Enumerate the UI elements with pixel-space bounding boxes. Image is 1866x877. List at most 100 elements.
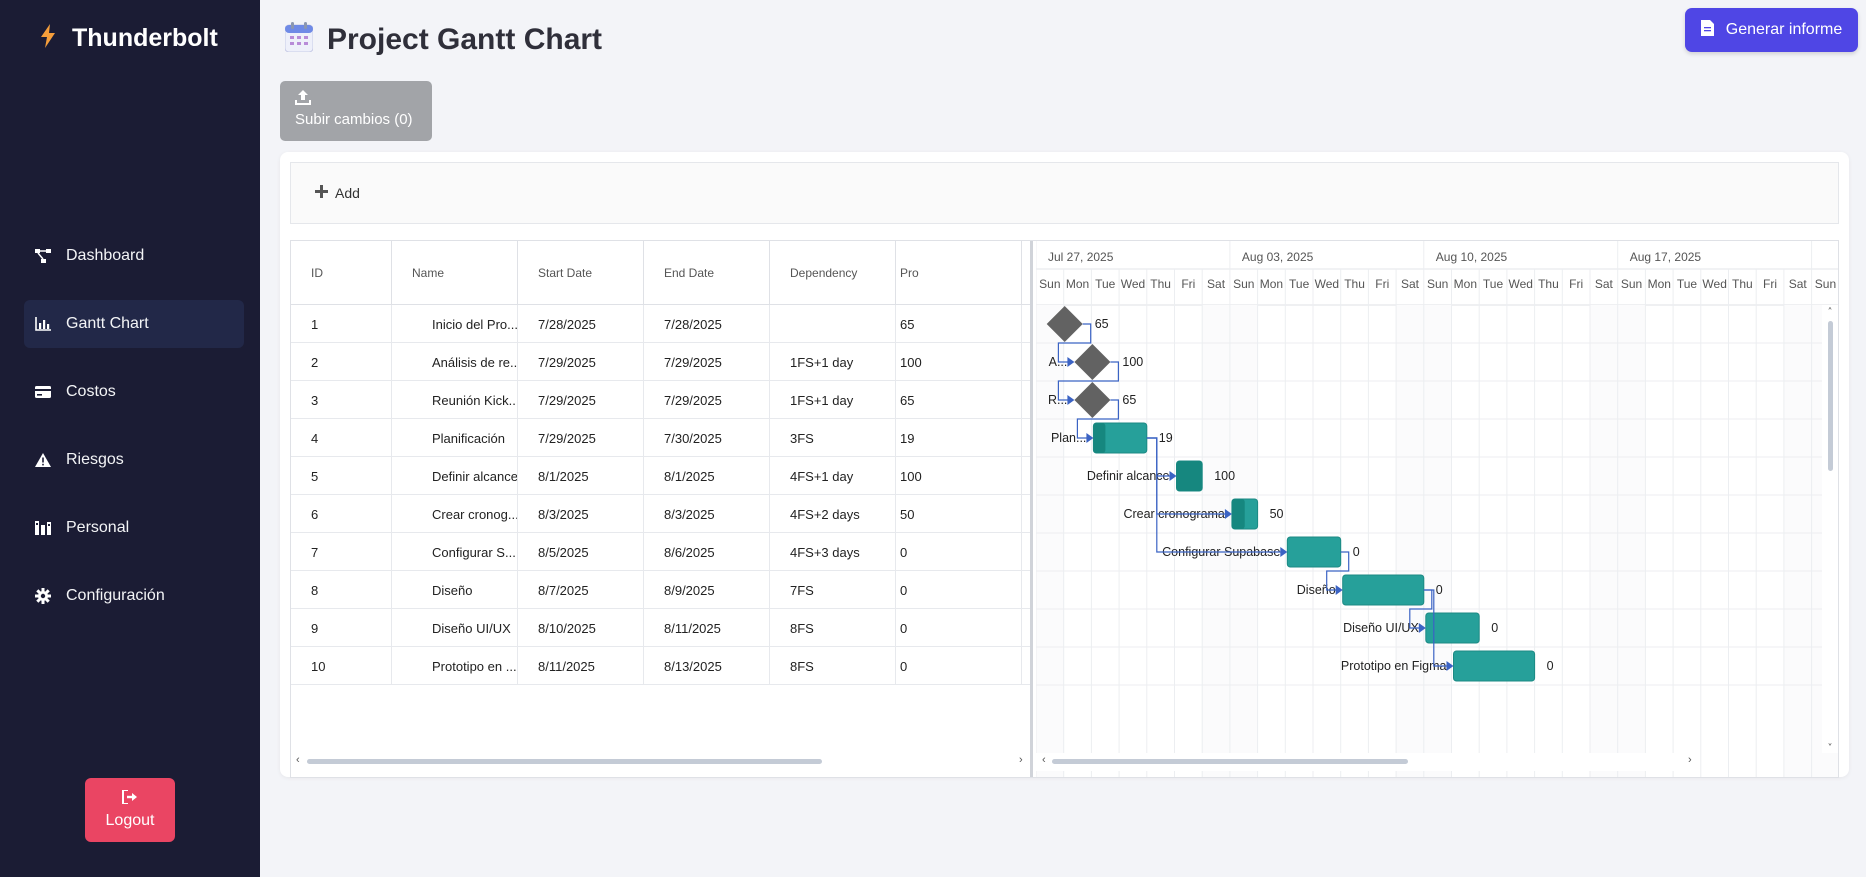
calendar-icon bbox=[284, 22, 314, 57]
day-label: Sun bbox=[1427, 277, 1448, 291]
column-header-progress[interactable]: Pro bbox=[896, 241, 1022, 305]
add-task-button[interactable]: Add bbox=[315, 185, 360, 201]
dependency-arrowhead bbox=[1418, 623, 1426, 633]
table-row[interactable]: 6 Crear cronog... 8/3/2025 8/3/2025 4FS+2 da… bbox=[291, 495, 1030, 533]
lightning-icon bbox=[40, 24, 56, 53]
scroll-left-icon[interactable]: ‹ bbox=[296, 754, 300, 766]
milestone-marker[interactable] bbox=[1074, 344, 1111, 380]
cell-start-date: 8/3/2025 bbox=[518, 495, 644, 533]
day-label: Tue bbox=[1677, 277, 1698, 291]
scroll-left-icon[interactable]: ‹ bbox=[1042, 754, 1046, 766]
table-row[interactable]: 2 Análisis de re... 7/29/2025 7/29/2025 1FS+… bbox=[291, 343, 1030, 381]
week-label: Jul 27, 2025 bbox=[1048, 250, 1114, 264]
cell-id: 2 bbox=[291, 343, 392, 381]
week-label: Aug 17, 2025 bbox=[1630, 250, 1702, 264]
upload-changes-button[interactable]: Subir cambios (0) bbox=[280, 81, 432, 141]
dependency-link bbox=[1057, 361, 1119, 401]
sidebar-item-personal[interactable]: Personal bbox=[24, 504, 244, 552]
day-label: Wed bbox=[1702, 277, 1726, 291]
page-header: Project Gantt Chart bbox=[284, 22, 603, 57]
grid-scroll-thumb[interactable] bbox=[307, 759, 822, 764]
cell-id: 8 bbox=[291, 571, 392, 609]
dependency-link bbox=[1423, 589, 1448, 667]
day-label: Tue bbox=[1289, 277, 1310, 291]
table-row[interactable]: 3 Reunión Kick... 7/29/2025 7/29/2025 1FS+1 … bbox=[291, 381, 1030, 419]
cell-id: 3 bbox=[291, 381, 392, 419]
table-row[interactable]: 10 Prototipo en ... 8/11/2025 8/13/2025 8FS 0 bbox=[291, 647, 1030, 685]
weekend-column bbox=[1783, 305, 1812, 777]
gantt-timeline: Sun Mon Tue Wed Thu Fri Sat Sun Mon Tue Wed Thu Fri S… bbox=[1035, 241, 1838, 777]
cell-name: Definir alcance bbox=[392, 457, 518, 495]
table-row[interactable]: 9 Diseño UI/UX 8/10/2025 8/11/2025 8FS 0 bbox=[291, 609, 1030, 647]
logout-button[interactable]: Logout bbox=[85, 778, 175, 842]
sidebar-item-costos[interactable]: Costos bbox=[24, 368, 244, 416]
cell-dependency: 1FS+1 day bbox=[770, 381, 896, 419]
cell-dependency: 7FS bbox=[770, 571, 896, 609]
timeline-scroll-thumb[interactable] bbox=[1052, 759, 1408, 764]
cell-dependency: 8FS bbox=[770, 609, 896, 647]
scroll-down-icon[interactable]: ˅ bbox=[1828, 742, 1833, 754]
cell-id: 5 bbox=[291, 457, 392, 495]
cell-progress: 0 bbox=[896, 571, 1022, 609]
day-label: Thu bbox=[1732, 277, 1753, 291]
cell-dependency: 4FS+1 day bbox=[770, 457, 896, 495]
cell-name: Análisis de re... bbox=[392, 343, 518, 381]
milestone-marker[interactable] bbox=[1046, 306, 1083, 342]
day-label: Tue bbox=[1095, 277, 1116, 291]
sidebar-item-riesgos[interactable]: Riesgos bbox=[24, 436, 244, 484]
column-header-end-date[interactable]: End Date bbox=[644, 241, 770, 305]
column-header-dependency[interactable]: Dependency bbox=[770, 241, 896, 305]
weekend-column bbox=[1229, 305, 1258, 777]
table-row[interactable]: 4 Planificación 7/29/2025 7/30/2025 3FS 19 bbox=[291, 419, 1030, 457]
day-label: Mon bbox=[1454, 277, 1477, 291]
scroll-up-icon[interactable]: ˄ bbox=[1828, 306, 1833, 318]
generate-report-button[interactable]: Generar informe bbox=[1685, 8, 1858, 52]
sidebar-item-gantt-chart[interactable]: Gantt Chart bbox=[24, 300, 244, 348]
dependency-arrowhead bbox=[1067, 395, 1075, 405]
cell-start-date: 8/1/2025 bbox=[518, 457, 644, 495]
sidebar-item-dashboard[interactable]: Dashboard bbox=[24, 232, 244, 280]
sidebar-item-configuracion[interactable]: Configuración bbox=[24, 572, 244, 620]
task-bar[interactable] bbox=[1342, 574, 1425, 606]
task-progress-label: 0 bbox=[1547, 659, 1554, 673]
cell-start-date: 7/29/2025 bbox=[518, 343, 644, 381]
day-label: Fri bbox=[1569, 277, 1583, 291]
gear-icon bbox=[34, 587, 52, 605]
task-bar[interactable] bbox=[1453, 650, 1536, 682]
task-bar[interactable] bbox=[1425, 612, 1480, 644]
sidebar-item-label: Riesgos bbox=[66, 451, 124, 468]
brand[interactable]: Thunderbolt bbox=[40, 24, 218, 53]
column-header-start-date[interactable]: Start Date bbox=[518, 241, 644, 305]
table-row[interactable]: 1 Inicio del Pro... 7/28/2025 7/28/2025 65 bbox=[291, 305, 1030, 343]
grid-horizontal-scrollbar[interactable]: ‹ › bbox=[291, 753, 1030, 771]
cell-end-date: 7/29/2025 bbox=[644, 343, 770, 381]
milestone-marker[interactable] bbox=[1074, 382, 1111, 418]
week-label: Aug 03, 2025 bbox=[1242, 250, 1314, 264]
day-label: Sun bbox=[1815, 277, 1836, 291]
day-label: Sat bbox=[1401, 277, 1420, 291]
cell-end-date: 7/29/2025 bbox=[644, 381, 770, 419]
column-header-id[interactable]: ID bbox=[291, 241, 392, 305]
logout-icon bbox=[122, 789, 138, 809]
gantt-card: Add ID Name Start Date End Date Dependen… bbox=[280, 152, 1849, 778]
table-row[interactable]: 7 Configurar S... 8/5/2025 8/6/2025 4FS+3 da… bbox=[291, 533, 1030, 571]
cell-progress: 0 bbox=[896, 647, 1022, 685]
cell-id: 1 bbox=[291, 305, 392, 343]
table-row[interactable]: 8 Diseño 8/7/2025 8/9/2025 7FS 0 bbox=[291, 571, 1030, 609]
add-task-label: Add bbox=[335, 185, 360, 201]
page-title: Project Gantt Chart bbox=[327, 22, 603, 56]
scroll-right-icon[interactable]: › bbox=[1688, 754, 1692, 766]
task-bar[interactable] bbox=[1286, 536, 1342, 568]
day-label: Sat bbox=[1595, 277, 1614, 291]
timeline-horizontal-scrollbar[interactable]: ‹ › bbox=[1036, 753, 1696, 771]
timeline-vertical-scrollbar[interactable] bbox=[1822, 305, 1838, 753]
timeline-vertical-scroll-thumb[interactable] bbox=[1828, 321, 1833, 471]
scroll-right-icon[interactable]: › bbox=[1019, 754, 1023, 766]
column-header-name[interactable]: Name bbox=[392, 241, 518, 305]
logout-label: Logout bbox=[105, 812, 155, 829]
weekend-column bbox=[1036, 305, 1064, 777]
table-row[interactable]: 5 Definir alcance 8/1/2025 8/1/2025 4FS+1 da… bbox=[291, 457, 1030, 495]
weekend-column bbox=[1423, 305, 1452, 777]
cell-end-date: 8/6/2025 bbox=[644, 533, 770, 571]
day-label: Sat bbox=[1207, 277, 1226, 291]
